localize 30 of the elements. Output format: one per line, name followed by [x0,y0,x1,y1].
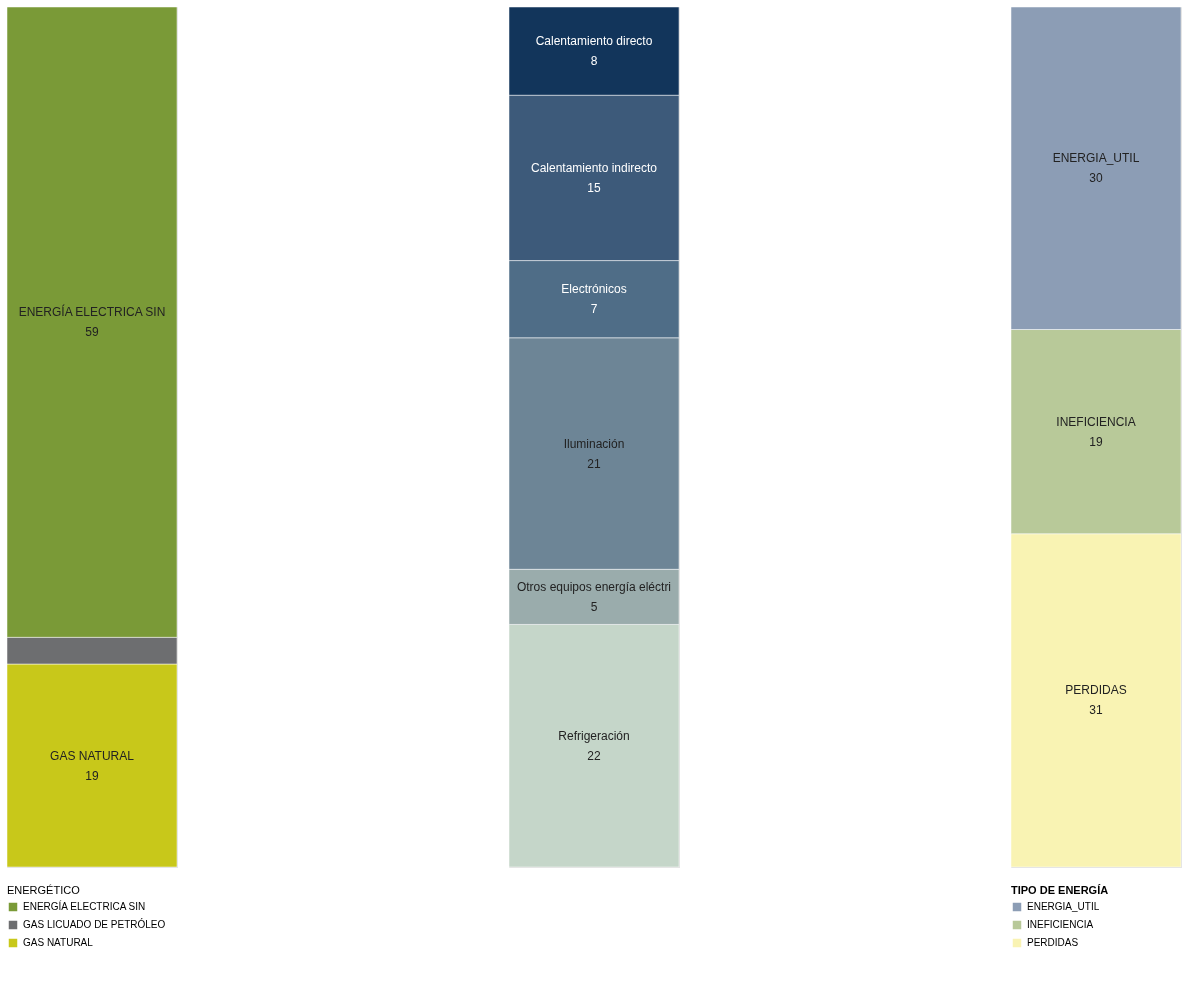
text: ENERGIA_UTIL [1052,151,1140,166]
series-label: Iluminación [563,436,625,451]
data-label: 30 [1089,171,1103,186]
data-label: 15 [587,180,601,195]
data-label: 5 [590,599,598,614]
data-label: 19 [1089,434,1103,449]
legend-label: ENERGIA_UTIL [1027,901,1100,912]
legend-label: GAS NATURAL [23,937,94,948]
legend-label: ENERGÍA ELECTRICA SIN [23,900,146,912]
legend-label: GAS LICUADO DE PETRÓLEO [23,918,166,930]
data-label: 8 [590,54,598,69]
text: GAS NATURAL [50,748,134,763]
data-label: 31 [1089,703,1103,718]
data-label: 22 [587,748,601,763]
series-label: Refrigeración [558,728,630,743]
data-label: 19 [85,768,99,783]
text: PERDIDAS [1065,683,1127,698]
legend-title: TIPO DE ENERGÍA [1011,884,1109,896]
series-label: Calentamiento directo [535,34,653,49]
legend-title: ENERGÉTICO [7,884,81,896]
legend-label: INEFICIENCIA [1027,919,1094,930]
text: ENERGÍA ELECTRICA SIN [18,305,166,320]
text: INEFICIENCIA [1056,414,1136,429]
series-label: Electrónicos [561,282,627,297]
legend-label: PERDIDAS [1027,937,1079,948]
data-label: 7 [590,302,598,317]
data-label: 59 [85,325,99,340]
data-label: 21 [587,456,601,471]
series-label: Calentamiento indirecto [530,160,658,175]
series-label: Otros equipos energía eléctri [516,579,672,594]
